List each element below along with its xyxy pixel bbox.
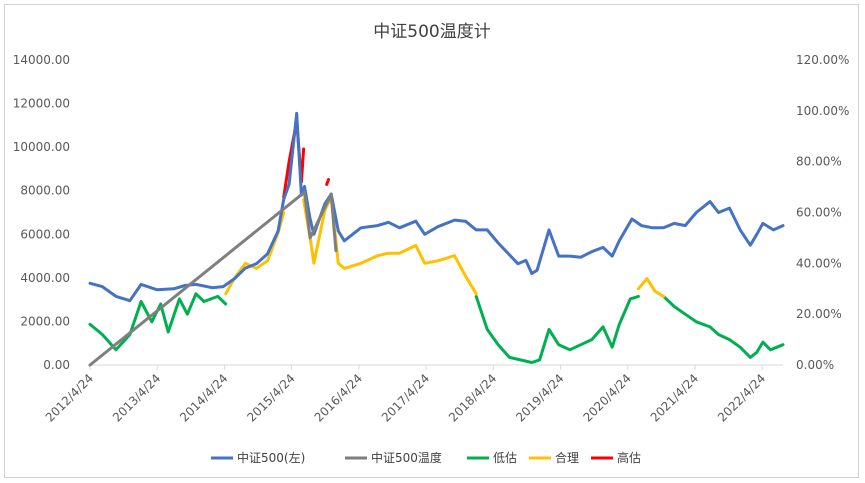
x-tick-label: 2014/4/24	[177, 371, 230, 424]
legend: 中证500(左) 中证500温度 低估 合理 高估	[211, 450, 641, 465]
y-right-tick-label: 20.00%	[796, 307, 842, 321]
legend-label-1: 中证500温度	[371, 450, 442, 465]
y-left-tick-label: 0.00	[43, 358, 70, 372]
y-right-tick-label: 60.00%	[796, 206, 842, 220]
y-right-ticks: 0.00% 20.00% 40.00% 60.00% 80.00% 100.00% 120.…	[796, 53, 849, 372]
y-right-tick-label: 0.00%	[796, 358, 834, 372]
y-right-tick-label: 100.00%	[796, 104, 849, 118]
y-left-tick-label: 8000.00	[20, 184, 70, 198]
legend-label-4: 高估	[617, 450, 641, 465]
y-left-ticks: 0.00 2000.00 4000.00 6000.00 8000.00 10000.00…	[13, 53, 70, 372]
y-right-tick-label: 40.00%	[796, 256, 842, 270]
series-line-0	[88, 111, 785, 303]
legend-label-3: 合理	[555, 450, 579, 465]
y-left-tick-label: 2000.00	[20, 314, 70, 328]
series-line-2	[88, 292, 785, 364]
x-tick-label: 2019/4/24	[513, 371, 566, 424]
y-left-tick-label: 10000.00	[13, 140, 70, 154]
series-layer	[88, 111, 785, 367]
y-right-tick-label: 80.00%	[796, 155, 842, 169]
y-right-tick-label: 120.00%	[796, 53, 849, 67]
y-left-tick-label: 14000.00	[13, 53, 70, 67]
legend-label-2: 低估	[493, 451, 517, 465]
x-tick-label: 2017/4/24	[379, 371, 432, 424]
x-tick-label: 2020/4/24	[580, 371, 633, 424]
y-left-tick-label: 4000.00	[20, 271, 70, 285]
x-tick-label: 2021/4/24	[648, 371, 701, 424]
chart-frame	[4, 4, 859, 478]
legend-label-0: 中证500(左)	[237, 450, 305, 465]
x-ticks: 2012/4/24 2013/4/24 2014/4/24 2015/4/24 2016…	[43, 365, 768, 425]
y-left-tick-label: 12000.00	[13, 97, 70, 111]
chart-title: 中证500温度计	[373, 22, 490, 42]
x-tick-label: 2022/4/24	[715, 371, 768, 424]
x-tick-label: 2018/4/24	[446, 371, 499, 424]
x-tick-label: 2015/4/24	[244, 371, 297, 424]
x-tick-label: 2013/4/24	[110, 371, 163, 424]
y-left-tick-label: 6000.00	[20, 227, 70, 241]
x-tick-label: 2012/4/24	[43, 371, 96, 424]
series-line-1	[88, 190, 338, 367]
x-tick-label: 2016/4/24	[312, 371, 365, 424]
series-line-3	[224, 195, 666, 298]
